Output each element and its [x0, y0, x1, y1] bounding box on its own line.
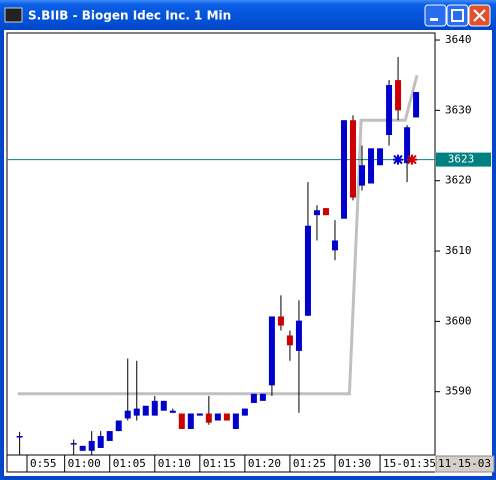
x-tick-label: 01:15: [203, 457, 236, 470]
y-tick-label: 3630: [445, 103, 472, 116]
maximize-button[interactable]: [446, 4, 469, 27]
plot: 3590 3600 3610 3620 3630 3640 0:55 01:00 01:05 01…: [7, 33, 495, 473]
price-marker: [393, 154, 403, 165]
candle-body: [359, 165, 366, 186]
title-bar: [0, 0, 496, 30]
x-tick-label: 01:30: [338, 457, 371, 470]
candle-body: [395, 80, 402, 111]
candle-body: [241, 408, 248, 416]
candle-body: [350, 120, 357, 198]
candle-body: [196, 413, 203, 416]
candle-body: [178, 413, 185, 429]
candle-body: [133, 408, 140, 416]
last-price-label: 3623: [448, 153, 475, 166]
candle-body: [322, 208, 329, 216]
candle-body: [250, 393, 257, 403]
close-button[interactable]: [468, 4, 491, 27]
window-title: S.BIIB - Biogen Idec Inc. 1 Min: [28, 9, 231, 23]
candle-body: [160, 400, 167, 411]
candle-body: [169, 410, 176, 413]
plot-area: [6, 32, 436, 456]
candle-body: [368, 148, 375, 184]
candle-body: [259, 393, 266, 401]
x-tick-label: 0:55: [30, 457, 57, 470]
candle-body: [232, 413, 239, 429]
candle-body: [115, 420, 122, 432]
overlay-line: [17, 74, 419, 396]
x-tick-label: 15-01:35: [383, 457, 436, 470]
x-tick-label: 01:25: [293, 457, 326, 470]
last-price-box: [436, 152, 491, 167]
candle-body: [377, 148, 384, 166]
candle-body: [223, 413, 230, 421]
candle-body: [97, 436, 104, 448]
corner-box: [6, 454, 28, 473]
candle-body: [277, 316, 284, 326]
date-label-box: [435, 455, 495, 473]
candle-body: [88, 440, 95, 451]
candle-body: [331, 240, 338, 251]
candle-body: [79, 445, 86, 451]
date-label: 11-15-03: [438, 457, 491, 470]
candle-body: [16, 436, 23, 438]
candle-body: [106, 431, 113, 441]
y-tick-label: 3610: [445, 244, 472, 257]
candle-body: [313, 210, 320, 216]
candle-body: [187, 413, 194, 429]
y-tick-label: 3620: [445, 174, 472, 187]
y-tick-label: 3640: [445, 33, 472, 46]
candle-body: [268, 316, 275, 386]
x-tick-label: 01:05: [113, 457, 146, 470]
candle-body: [214, 413, 221, 421]
candle-body: [142, 405, 149, 416]
minimize-button[interactable]: [424, 4, 447, 27]
candle-body: [151, 400, 158, 416]
x-tick-label: 01:10: [158, 457, 191, 470]
candle-body: [205, 413, 212, 423]
candle-body: [286, 335, 293, 346]
x-tick-label: 01:20: [248, 457, 281, 470]
app-icon: [4, 7, 23, 23]
candle-body: [386, 85, 393, 135]
candle-body: [70, 443, 77, 445]
price-marker: [407, 154, 417, 165]
candle-body: [295, 320, 302, 351]
candle-body: [413, 92, 420, 118]
y-tick-label: 3590: [445, 385, 472, 398]
candle-body: [124, 410, 131, 419]
candle-body: [304, 225, 311, 316]
y-tick-label: 3600: [445, 314, 472, 327]
candle-body: [340, 120, 347, 219]
candle-body: [404, 127, 411, 164]
x-tick-label: 01:00: [68, 457, 101, 470]
